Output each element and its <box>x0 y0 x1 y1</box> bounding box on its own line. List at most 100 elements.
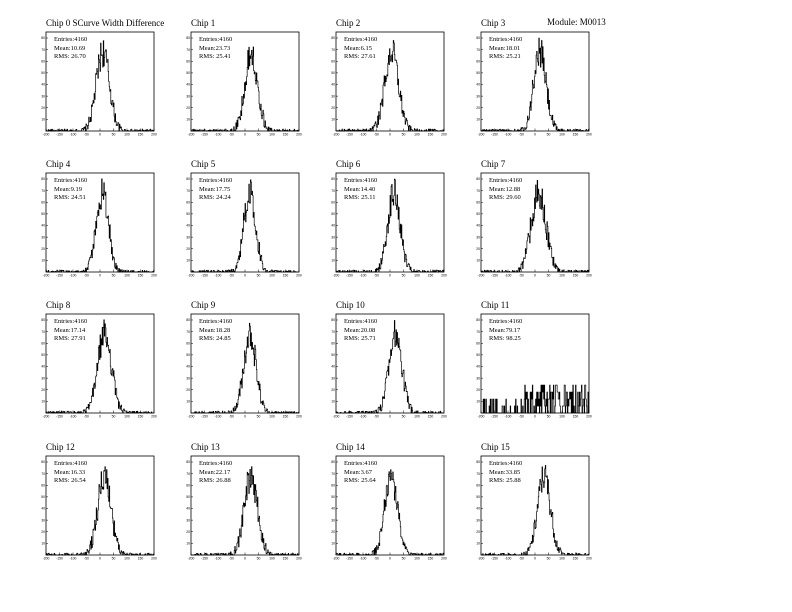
histogram-line <box>191 46 299 132</box>
chart-title: Chip 3 <box>481 18 506 28</box>
stats-mean: Mean:17.14 <box>54 326 86 334</box>
x-tick-label: -100 <box>360 274 367 278</box>
histogram-svg: 10 20 30 40 50 60 70 80 -200 -150 -100 -50 0 50 100 150… <box>476 455 592 561</box>
histogram-line <box>191 179 299 273</box>
histogram-svg: 10 20 30 40 50 60 70 80 -200 -150 -100 -50 0 50 100 150… <box>331 313 447 419</box>
y-tick-label: 70 <box>41 48 45 52</box>
histogram-svg: 10 20 30 40 50 60 70 80 -200 -150 -100 -50 0 50 100 150… <box>41 313 157 419</box>
x-tick-label: 50 <box>112 415 116 419</box>
chip-panel: Chip 13 10 20 30 40 50 60 70 80 -200 -150 -100 -50 0 5… <box>186 442 336 582</box>
x-tick-label: -50 <box>519 557 524 561</box>
stats-entries: Entries:4160 <box>54 318 88 325</box>
x-tick-label: -200 <box>333 133 340 137</box>
x-tick-label: -150 <box>56 415 63 419</box>
y-tick-label: 20 <box>476 388 480 392</box>
stats-box: Entries:4160 Mean:18.01 RMS: 25.21 <box>489 36 522 62</box>
histogram-line <box>336 178 444 273</box>
chart-title: Chip 13 <box>191 442 220 452</box>
stats-mean: Mean:22.17 <box>199 468 231 476</box>
x-tick-label: 50 <box>547 274 551 278</box>
x-tick-label: -200 <box>188 274 195 278</box>
x-tick-label: 200 <box>296 557 302 561</box>
y-tick-label: 30 <box>476 376 480 380</box>
y-tick-label: 60 <box>186 483 190 487</box>
y-tick-label: 60 <box>186 200 190 204</box>
x-tick-label: 100 <box>269 133 275 137</box>
x-tick-label: 100 <box>559 133 565 137</box>
y-tick-label: 20 <box>186 106 190 110</box>
y-tick-label: 10 <box>41 542 45 546</box>
stats-mean: Mean:3.67 <box>344 468 372 476</box>
chip-panel: Chip 14 10 20 30 40 50 60 70 80 -200 -150 -100 -50 0 5… <box>331 442 481 582</box>
y-tick-label: 10 <box>186 542 190 546</box>
histogram-svg: 10 20 30 40 50 60 70 80 -200 -150 -100 -50 0 50 100 150… <box>476 172 592 278</box>
histogram-line <box>336 469 444 556</box>
y-tick-label: 80 <box>41 318 45 322</box>
x-tick-label: 200 <box>151 415 157 419</box>
x-tick-label: -150 <box>346 415 353 419</box>
x-tick-label: -200 <box>43 274 50 278</box>
y-tick-label: 70 <box>331 48 335 52</box>
y-tick-label: 10 <box>331 542 335 546</box>
x-tick-label: -200 <box>188 133 195 137</box>
y-tick-label: 60 <box>186 341 190 345</box>
y-tick-label: 10 <box>476 118 480 122</box>
chip-panel: Chip 8 10 20 30 40 50 60 70 80 -200 -150 -100 -50 0 50… <box>41 300 191 440</box>
y-tick-label: 20 <box>41 106 45 110</box>
x-tick-label: 50 <box>257 557 261 561</box>
x-tick-label: 200 <box>151 274 157 278</box>
x-tick-label: -200 <box>188 557 195 561</box>
stats-entries: Entries:4160 <box>344 460 378 467</box>
x-tick-label: -200 <box>478 557 485 561</box>
x-tick-label: 200 <box>586 557 592 561</box>
stats-entries: Entries:4160 <box>489 318 523 325</box>
y-tick-label: 40 <box>186 365 190 369</box>
y-tick-label: 80 <box>476 36 480 40</box>
x-tick-label: -150 <box>201 415 208 419</box>
stats-mean: Mean:20.08 <box>344 326 376 334</box>
histogram-line <box>481 179 589 273</box>
y-tick-label: 60 <box>476 200 480 204</box>
x-tick-label: -200 <box>478 274 485 278</box>
x-tick-label: -150 <box>346 274 353 278</box>
x-tick-label: 0 <box>244 415 246 419</box>
x-tick-label: 200 <box>441 557 447 561</box>
histogram-line <box>46 319 154 414</box>
x-tick-label: 100 <box>559 274 565 278</box>
y-tick-label: 20 <box>331 247 335 251</box>
y-tick-label: 50 <box>186 212 190 216</box>
x-tick-label: -150 <box>56 274 63 278</box>
stats-mean: Mean:18.01 <box>489 44 521 52</box>
y-tick-label: 80 <box>331 36 335 40</box>
y-tick-label: 30 <box>331 94 335 98</box>
y-tick-label: 50 <box>186 353 190 357</box>
y-tick-label: 30 <box>41 518 45 522</box>
histogram-line <box>191 322 299 414</box>
y-tick-label: 70 <box>186 48 190 52</box>
y-tick-label: 10 <box>476 259 480 263</box>
y-tick-label: 40 <box>476 224 480 228</box>
histogram-svg: 10 20 30 40 50 60 70 80 -200 -150 -100 -50 0 50 100 150… <box>41 455 157 561</box>
stats-box: Entries:4160 Mean:22.17 RMS: 26.88 <box>199 460 232 486</box>
y-tick-label: 30 <box>41 376 45 380</box>
y-tick-label: 40 <box>331 83 335 87</box>
x-tick-label: 0 <box>389 415 391 419</box>
y-tick-label: 30 <box>186 94 190 98</box>
y-tick-label: 80 <box>186 460 190 464</box>
chip-panel: Chip 11 10 20 30 40 50 60 70 80 -200 -150 -100 -50 0 5… <box>476 300 626 440</box>
x-tick-label: -150 <box>56 557 63 561</box>
x-tick-label: -200 <box>478 415 485 419</box>
histogram-svg: 10 20 30 40 50 60 70 80 -200 -150 -100 -50 0 50 100 150… <box>476 313 592 419</box>
y-tick-label: 20 <box>186 388 190 392</box>
x-tick-label: 0 <box>389 133 391 137</box>
y-tick-label: 20 <box>41 388 45 392</box>
x-tick-label: 100 <box>559 415 565 419</box>
stats-box: Entries:4160 Mean:17.75 RMS: 24.24 <box>199 177 232 203</box>
x-tick-label: -150 <box>346 133 353 137</box>
y-tick-label: 50 <box>41 71 45 75</box>
x-tick-label: -50 <box>84 274 89 278</box>
x-tick-label: 150 <box>283 557 289 561</box>
x-tick-label: -150 <box>491 557 498 561</box>
x-tick-label: -200 <box>188 415 195 419</box>
y-tick-label: 60 <box>331 59 335 63</box>
